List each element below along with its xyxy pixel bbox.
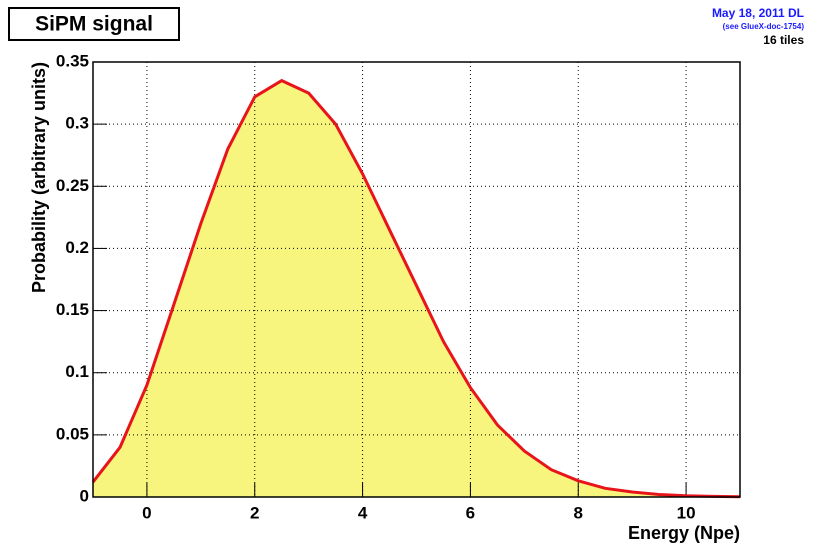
annotation: (see GlueX-doc-1754) (723, 22, 805, 31)
annotation: 16 tiles (763, 33, 804, 47)
y-tick-label: 0.15 (56, 300, 89, 319)
chart-title: SiPM signal (35, 13, 153, 36)
y-tick-label: 0.05 (56, 424, 89, 443)
x-tick-label: 8 (574, 503, 583, 522)
x-tick-label: 2 (250, 503, 259, 522)
annotation: May 18, 2011 DL (712, 6, 804, 20)
y-axis-label: Probability (arbitrary units) (29, 62, 49, 293)
x-axis-label: Energy (Npe) (628, 523, 740, 543)
x-tick-label: 0 (142, 503, 151, 522)
y-tick-label: 0.1 (65, 362, 89, 381)
x-tick-label: 10 (677, 503, 696, 522)
y-tick-label: 0.2 (65, 238, 89, 257)
plot-frame (92, 61, 741, 498)
title-box (8, 7, 180, 41)
y-tick-label: 0.3 (65, 114, 89, 133)
y-tick-label: 0.25 (56, 176, 89, 195)
y-tick-label: 0.35 (56, 51, 89, 70)
x-tick-label: 6 (466, 503, 475, 522)
y-tick-label: 0 (80, 486, 89, 505)
curve (91, 78, 741, 499)
x-tick-label: 4 (358, 503, 368, 522)
